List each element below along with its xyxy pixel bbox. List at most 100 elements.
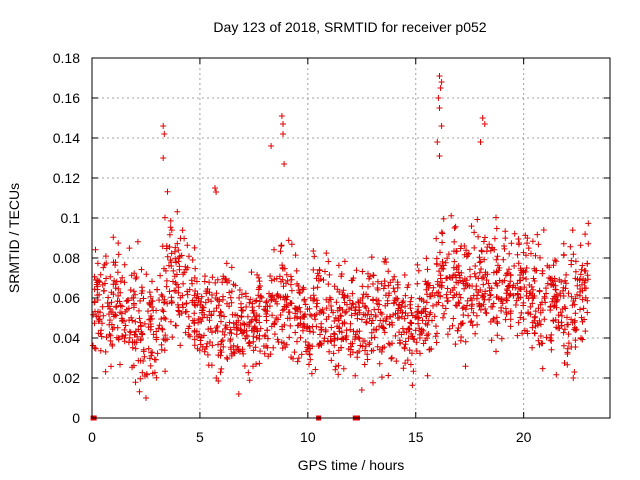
data-point <box>185 313 192 320</box>
data-point <box>451 284 458 291</box>
data-point <box>302 338 309 345</box>
data-point <box>584 272 591 279</box>
data-point <box>325 281 332 288</box>
data-point <box>408 294 415 301</box>
data-point <box>162 368 169 375</box>
data-point <box>218 309 225 316</box>
data-point <box>168 263 175 269</box>
data-point <box>294 338 300 345</box>
data-point <box>246 377 253 384</box>
data-point <box>102 253 109 260</box>
data-point <box>268 296 275 303</box>
data-point <box>168 300 175 306</box>
data-point <box>359 268 366 275</box>
data-point <box>580 275 587 282</box>
data-point <box>437 85 444 91</box>
data-point <box>175 304 182 311</box>
data-point <box>503 297 510 303</box>
data-point <box>415 320 422 327</box>
data-point <box>380 324 387 331</box>
data-point <box>143 271 150 278</box>
data-point <box>349 277 356 284</box>
data-point <box>221 313 228 320</box>
data-point <box>579 336 586 343</box>
data-point <box>233 331 240 338</box>
data-point <box>340 287 347 294</box>
data-point <box>227 344 234 351</box>
y-tick-label: 0.14 <box>53 130 80 146</box>
data-point <box>97 271 104 278</box>
data-point <box>555 325 562 332</box>
data-point <box>578 314 585 321</box>
data-point <box>101 261 108 268</box>
data-point <box>533 267 540 274</box>
data-point <box>400 298 407 305</box>
data-point <box>404 312 411 319</box>
data-point <box>206 279 213 286</box>
data-point <box>571 369 578 375</box>
data-point <box>359 300 366 307</box>
data-point <box>191 336 198 343</box>
data-point <box>126 328 133 335</box>
data-point <box>558 322 565 329</box>
data-point <box>471 244 478 251</box>
data-point <box>323 250 330 257</box>
data-point <box>402 360 409 367</box>
data-point <box>409 382 416 389</box>
data-point <box>250 333 257 340</box>
data-point <box>577 271 584 278</box>
data-point <box>164 336 170 343</box>
data-point <box>455 299 462 306</box>
data-point <box>374 343 381 350</box>
data-point <box>395 307 401 314</box>
data-point <box>316 267 323 274</box>
data-point <box>553 297 560 304</box>
data-point <box>203 290 210 297</box>
data-point <box>275 316 281 323</box>
x-tick-label: 0 <box>88 429 96 445</box>
data-point <box>209 292 215 298</box>
data-point <box>349 290 356 297</box>
data-point <box>556 276 563 283</box>
data-point <box>201 332 207 339</box>
data-point <box>332 314 339 321</box>
data-point <box>105 294 112 301</box>
data-point <box>97 330 104 337</box>
data-point <box>524 240 530 247</box>
data-point <box>277 248 284 255</box>
data-point <box>90 311 97 318</box>
data-point <box>138 266 145 273</box>
data-point <box>352 303 359 310</box>
data-point <box>173 271 180 278</box>
data-point <box>246 339 253 346</box>
data-point <box>382 256 389 262</box>
data-point <box>391 288 398 295</box>
data-point <box>280 131 286 137</box>
data-point <box>274 300 281 307</box>
data-point <box>305 342 312 349</box>
data-point <box>278 339 285 346</box>
data-point <box>481 256 488 263</box>
data-point <box>108 321 115 328</box>
data-point <box>138 290 145 297</box>
data-point <box>184 242 191 249</box>
data-point <box>177 294 184 301</box>
data-point <box>175 284 182 291</box>
data-point <box>251 323 258 330</box>
data-point <box>175 289 182 296</box>
data-point <box>341 258 348 265</box>
data-point <box>537 254 543 261</box>
data-point <box>581 279 588 286</box>
data-point <box>341 319 348 326</box>
data-point <box>170 267 177 274</box>
data-point <box>91 286 98 293</box>
data-point <box>158 291 165 298</box>
data-point <box>195 319 202 326</box>
data-point <box>531 293 538 299</box>
data-point <box>538 340 545 347</box>
data-point <box>306 324 313 331</box>
data-point <box>280 265 286 272</box>
data-point <box>330 309 337 316</box>
data-point <box>476 259 483 266</box>
data-point <box>439 258 446 265</box>
